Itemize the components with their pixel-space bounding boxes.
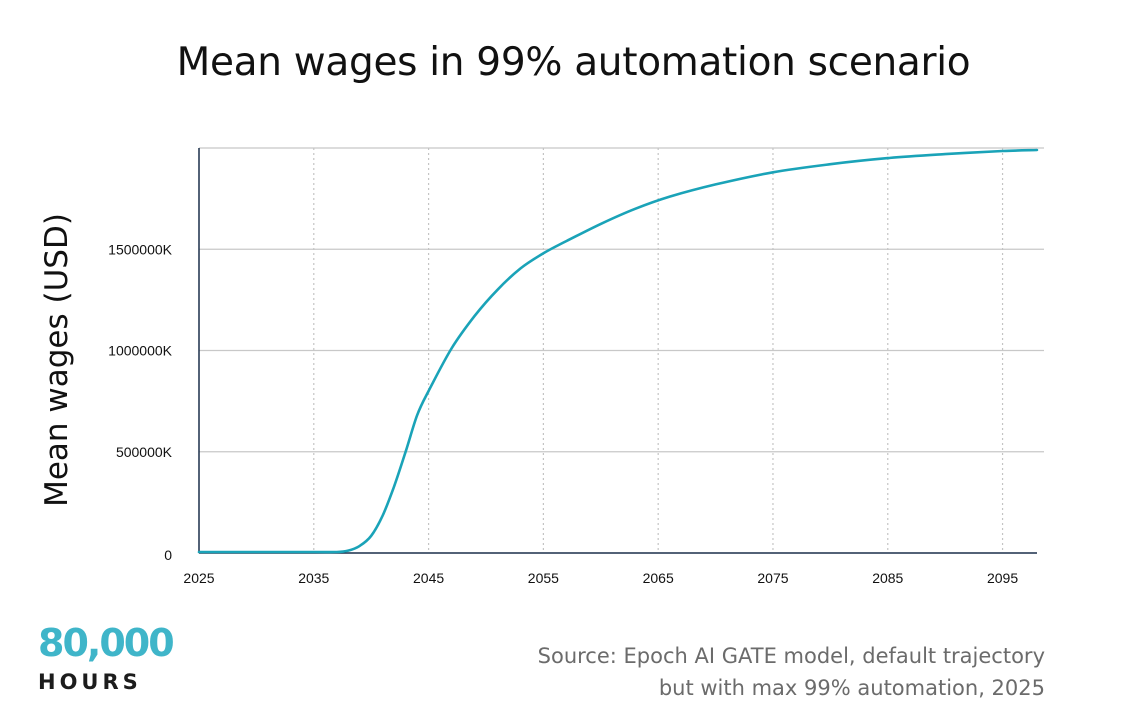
x-tick-label: 2055 — [528, 570, 559, 586]
y-tick-label: 1500000K — [108, 241, 173, 257]
x-tick-label: 2065 — [643, 570, 674, 586]
logo-number: 80,000 — [38, 621, 175, 665]
logo-80000-hours[interactable]: 80,000 HOURS — [38, 621, 175, 694]
source-line-1: Source: Epoch AI GATE model, default tra… — [537, 644, 1045, 668]
y-tick-label: 1000000K — [108, 343, 173, 359]
y-tick-label: 0 — [164, 547, 172, 563]
x-tick-label: 2045 — [413, 570, 444, 586]
grid-layer — [199, 147, 1044, 553]
x-tick-label: 2095 — [987, 570, 1018, 586]
y-axis-label: Mean wages (USD) — [39, 213, 75, 507]
chart-title: Mean wages in 99% automation scenario — [176, 40, 971, 85]
series-layer — [197, 148, 1039, 554]
x-tick-label: 2085 — [872, 570, 903, 586]
y-tick-label: 500000K — [116, 444, 173, 460]
x-tick-label: 2075 — [757, 570, 788, 586]
source-note: Source: Epoch AI GATE model, default tra… — [538, 640, 1045, 704]
source-line-2: but with max 99% automation, 2025 — [658, 676, 1045, 700]
logo-word: HOURS — [38, 670, 142, 694]
x-tick-label: 2035 — [298, 570, 329, 586]
x-tick-label: 2025 — [183, 570, 214, 586]
tick-label-layer: 0 500000K 1000000K 1500000K 2025 2035 2045 2055… — [108, 241, 1018, 586]
series-line — [197, 148, 1039, 554]
